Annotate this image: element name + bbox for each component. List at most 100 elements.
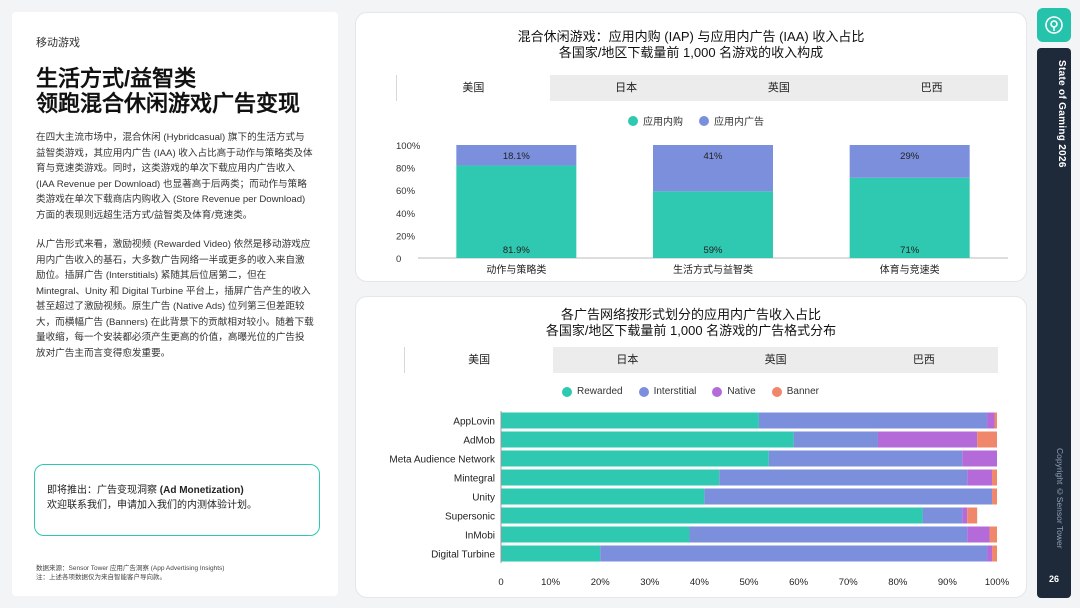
chart1-tab-brazil[interactable]: 巴西 [920,82,943,94]
y-tick-label: Meta Audience Network [389,455,496,466]
chart2-tab-uk[interactable]: 英国 [764,354,787,366]
report-title: State of Gaming 2026 [1056,60,1067,168]
chart1-tab-us[interactable]: 美国 [396,75,550,101]
legend-item-iap: 应用内购 [628,113,683,128]
x-tick-label: 体育与竞速类 [880,263,940,276]
x-tick-label: 动作与策略类 [486,263,546,276]
x-tick-label: 0 [498,577,503,588]
bar-segment [962,507,968,524]
legend-item-native: Native [712,386,756,397]
legend-label: 应用内购 [643,117,683,128]
chart1-subtitle: 各国家/地区下载量前 1,000 名游戏的收入构成 [558,45,824,60]
legend-item-interstitial: Interstitial [638,386,697,397]
legend-swatch-icon [562,386,572,397]
bar-segment [793,431,878,448]
headline-line-2: 领跑混合休闲游戏广告变现 [36,91,301,116]
bar-segment [719,469,968,486]
y-tick-label: Mintegral [454,474,495,485]
data-label: 71% [900,245,920,256]
legend-label: Interstitial [653,386,697,397]
revenue-split-chart-card: 混合休闲游戏：应用内购 (IAP) 与应用内广告 (IAA) 收入占比 各国家/… [355,12,1027,282]
data-label: 59% [703,245,723,256]
page-number: 26 [1048,574,1059,584]
chart2-country-tabs: 美国 日本 英国 巴西 [404,347,998,373]
bar-segment [987,412,995,429]
y-tick-label: Digital Turbine [431,550,495,561]
data-label: 81.9% [503,245,530,256]
x-tick-label: 70% [839,577,859,588]
bar-segment [877,431,978,448]
chart1-tab-japan[interactable]: 日本 [615,82,638,94]
summary-panel: 移动游戏 生活方式/益智类 领跑混合休闲游戏广告变现 在四大主流市场中，混合休闲… [12,12,338,596]
legend-item-iaa: 应用内广告 [699,113,764,128]
chart2-plot: AppLovin AdMob Meta Audience Network Minteg… [389,411,1010,588]
chart2-legend: Rewarded Interstitial Native Banner [562,386,819,397]
bar-segment [689,526,968,543]
y-tick-label: Unity [472,493,495,504]
x-tick-label: 50% [739,577,759,588]
section-tag: 移动游戏 [36,37,80,49]
bar-segment [501,545,601,562]
chart1-plot: 0 20% 40% 60% 80% 100% 81.9% 18.1% 动作与策略类 59% 41% 生… [396,141,1008,276]
footnote-note: 注：上述各项数据仅为来自智能客户导向款。 [36,574,166,581]
y-tick-label: 60% [396,186,416,197]
bar-segment [456,165,577,258]
data-label: 29% [900,151,920,162]
bar-segment [456,145,577,166]
x-tick-label: 100% [985,577,1010,588]
legend-label: Rewarded [577,386,623,397]
bar-segment [653,145,773,192]
x-tick-label: 生活方式与益智类 [673,263,753,276]
bar-segment [600,545,988,562]
callout-bold: (Ad Monetization) [159,485,244,496]
legend-swatch-icon [638,386,649,397]
bar-segment [849,145,970,178]
bar-segment [653,191,773,258]
chart2-subtitle: 各国家/地区下载量前 1,000 名游戏的广告格式分布 [545,323,837,338]
chart1-tab-uk[interactable]: 英国 [767,82,790,94]
y-tick-label: 0 [396,254,401,265]
legend-swatch-icon [699,115,709,126]
footnote-source: 数据来源：Sensor Tower 应用广告洞察 (App Advertisin… [36,565,225,572]
chart2-tab-japan[interactable]: 日本 [616,354,639,366]
body-paragraph-2: 从广告形式来看，激励视频 (Rewarded Video) 依然是移动游戏应用内… [36,239,314,359]
bar-segment [501,412,759,429]
y-tick-label: 100% [396,141,421,152]
y-tick-label: 20% [396,231,416,242]
bar-segment [967,507,978,524]
bar-segment [977,431,997,448]
bar-segment [992,545,997,562]
bar-segment [501,431,794,448]
coming-soon-callout[interactable]: 即将推出：广告变现洞察 (Ad Monetization) 欢迎联系我们，申请加… [34,464,320,536]
legend-swatch-icon [628,115,638,126]
bar-segment [501,469,720,486]
bar-segment [501,507,923,524]
x-tick-label: 60% [789,577,809,588]
ad-format-chart-card: 各广告网络按形式划分的应用内广告收入占比 各国家/地区下载量前 1,000 名游… [355,296,1027,598]
x-tick-label: 30% [640,577,660,588]
callout-line-1: 即将推出：广告变现洞察 (Ad Monetization) [47,483,307,498]
data-label: 18.1% [503,151,530,162]
bar-segment [501,450,769,467]
legend-swatch-icon [771,386,782,397]
bar-segment [704,488,993,505]
logo-glyph-icon [1045,16,1063,34]
legend-label: Banner [786,386,819,397]
bar-segment [967,469,993,486]
y-tick-label: AppLovin [453,417,495,428]
y-tick-label: InMobi [465,531,495,542]
y-tick-label: AdMob [463,436,495,447]
chart2-tab-brazil[interactable]: 巴西 [912,354,935,366]
sensor-tower-logo-icon [1037,8,1071,42]
y-tick-label: 40% [396,209,416,220]
chart2-tab-us[interactable]: 美国 [404,347,554,373]
footnote: 数据来源：Sensor Tower 应用广告洞察 (App Advertisin… [36,564,224,582]
data-label: 41% [703,151,723,162]
copyright: Copyright ©Sensor Tower [1055,448,1065,549]
legend-swatch-icon [712,386,723,397]
bar-segment [992,469,997,486]
x-tick-label: 80% [888,577,908,588]
bar-segment [758,412,988,429]
bar-segment [989,526,997,543]
legend-label: 应用内广告 [714,117,764,128]
